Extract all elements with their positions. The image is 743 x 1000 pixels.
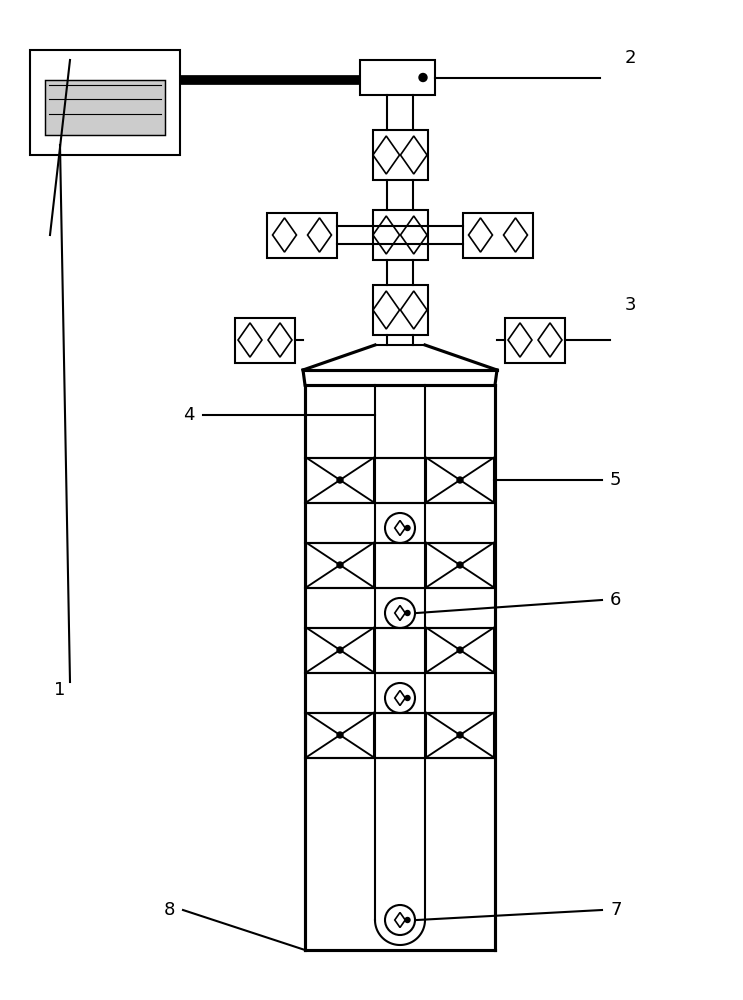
Bar [306,628,374,672]
Circle shape [405,610,410,615]
Circle shape [419,74,427,82]
Bar [360,60,435,95]
Bar [426,712,494,758]
Text: 6: 6 [610,591,621,609]
Circle shape [457,562,463,568]
Bar [372,130,427,180]
Bar [372,285,427,335]
Bar [267,213,337,257]
Bar [306,542,374,587]
Text: 8: 8 [163,901,175,919]
Text: 4: 4 [184,406,195,424]
Bar [235,318,295,362]
Circle shape [405,918,410,922]
Circle shape [405,696,410,700]
Bar [45,80,165,135]
Circle shape [457,477,463,483]
Circle shape [385,513,415,543]
Text: 3: 3 [625,296,637,314]
Circle shape [405,526,410,530]
Text: 7: 7 [610,901,621,919]
Bar [372,210,427,260]
Circle shape [385,598,415,628]
Bar [426,542,494,587]
Circle shape [337,732,343,738]
Circle shape [385,905,415,935]
Bar [306,458,374,502]
Text: 1: 1 [54,681,65,699]
Text: 2: 2 [625,49,637,67]
Bar [426,458,494,502]
Bar [30,50,180,155]
Bar [426,628,494,672]
Circle shape [337,647,343,653]
Circle shape [457,647,463,653]
Circle shape [337,562,343,568]
Circle shape [385,683,415,713]
Bar [505,318,565,362]
Bar [306,712,374,758]
Bar [463,213,533,257]
Circle shape [337,477,343,483]
Circle shape [457,732,463,738]
Text: 5: 5 [610,471,621,489]
